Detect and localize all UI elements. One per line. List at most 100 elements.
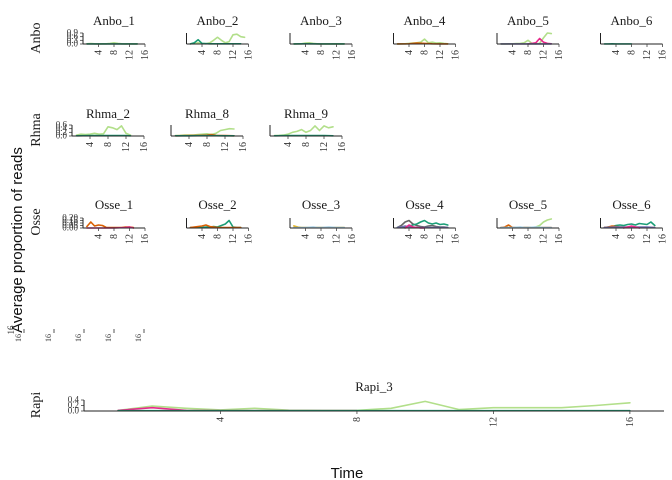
x-tick-label: 8 bbox=[109, 234, 120, 239]
x-tick-label: 12 bbox=[319, 142, 330, 152]
panel-title: Anbo_5 bbox=[507, 13, 549, 28]
x-axis-title: Time bbox=[331, 465, 364, 480]
x-tick-label: 12 bbox=[435, 50, 446, 60]
x-tick-label: 8 bbox=[627, 50, 638, 55]
panel-osse-4: Osse_4 4 8 12 16 bbox=[393, 197, 462, 244]
series-line bbox=[622, 225, 641, 229]
x-tick-label: 4 bbox=[184, 142, 195, 147]
y-axis-title: Average proportion of reads bbox=[9, 147, 26, 333]
panel-title: Osse_4 bbox=[405, 197, 444, 212]
series-line bbox=[293, 226, 346, 229]
x-tick-label: 16 bbox=[554, 234, 565, 244]
x-tick-label: 8 bbox=[213, 50, 224, 55]
series-line bbox=[273, 125, 334, 137]
x-tick-label: 12 bbox=[488, 417, 499, 427]
x-tick-label: 8 bbox=[627, 234, 638, 239]
x-tick-label: 16 bbox=[554, 50, 565, 60]
y-tick-label: 0.15 bbox=[62, 215, 78, 225]
x-tick-label: 16 bbox=[658, 50, 669, 60]
x-tick-label: 8 bbox=[213, 234, 224, 239]
x-tick-label: 4 bbox=[85, 142, 96, 147]
row-strip-label: Anbo bbox=[29, 22, 44, 53]
x-tick-label: 4 bbox=[611, 50, 622, 55]
panel-title: Anbo_3 bbox=[300, 13, 342, 28]
x-tick-label: 12 bbox=[220, 142, 231, 152]
x-tick-label: 16 bbox=[140, 234, 151, 244]
y-tick-label: 0.9 bbox=[67, 28, 79, 38]
x-tick-label: 4 bbox=[197, 50, 208, 55]
y-tick-label: 0.0 bbox=[67, 39, 79, 49]
x-tick-label: 12 bbox=[228, 50, 239, 60]
y-tick-label: 0.00 bbox=[62, 223, 78, 233]
panel-title: Osse_2 bbox=[198, 197, 236, 212]
x-tick-label: 16 bbox=[238, 142, 249, 152]
stub-tick-label: 16 bbox=[104, 334, 113, 342]
x-tick-label: 8 bbox=[109, 50, 120, 55]
x-tick-label: 4 bbox=[197, 234, 208, 239]
panel-title: Anbo_6 bbox=[611, 13, 653, 28]
x-tick-label: 8 bbox=[316, 50, 327, 55]
x-tick-label: 8 bbox=[301, 142, 312, 147]
x-tick-label: 16 bbox=[244, 50, 255, 60]
panel-anbo-1: Anbo_1 0.00.30.60.9 4 8 12 16 bbox=[67, 13, 151, 60]
y-tick-label: 0.0 bbox=[68, 406, 80, 416]
x-tick-label: 12 bbox=[125, 50, 136, 60]
panel-title: Rhma_8 bbox=[185, 106, 229, 121]
x-tick-label: 8 bbox=[103, 142, 114, 147]
panel-title: Anbo_2 bbox=[197, 13, 239, 28]
y-tick-label: 0.2 bbox=[56, 127, 67, 137]
x-tick-label: 16 bbox=[451, 234, 462, 244]
panel-anbo-3: Anbo_3 4 8 12 16 bbox=[289, 13, 358, 60]
x-tick-label: 12 bbox=[539, 50, 550, 60]
series-line bbox=[603, 226, 656, 229]
panel-anbo-2: Anbo_2 4 8 12 16 bbox=[186, 13, 255, 60]
panel-anbo-4: Anbo_4 4 8 12 16 bbox=[393, 13, 462, 60]
series-line bbox=[117, 400, 631, 412]
x-tick-label: 8 bbox=[202, 142, 213, 147]
panel-anbo-5: Anbo_5 4 8 12 16 bbox=[496, 13, 565, 60]
y-tick-label: 0.2 bbox=[68, 400, 79, 410]
x-tick-label: 16 bbox=[139, 142, 150, 152]
y-tick-label: 0.6 bbox=[67, 31, 79, 41]
x-tick-label: 12 bbox=[539, 234, 550, 244]
x-tick-label: 12 bbox=[332, 234, 343, 244]
panel-anbo-6: Anbo_6 4 8 12 16 bbox=[600, 13, 669, 60]
x-tick-label: 8 bbox=[352, 417, 363, 422]
stub-y-tick-label: 16 bbox=[6, 325, 16, 335]
panel-title: Anbo_4 bbox=[404, 13, 446, 28]
y-tick-label: 0.6 bbox=[56, 120, 68, 130]
x-tick-label: 16 bbox=[140, 50, 151, 60]
series-line bbox=[189, 33, 246, 45]
x-tick-label: 4 bbox=[94, 234, 105, 239]
panel-title: Osse_3 bbox=[302, 197, 340, 212]
panel-osse-3: Osse_3 4 8 12 16 bbox=[289, 197, 358, 244]
series-line bbox=[500, 226, 553, 229]
panel-title: Osse_5 bbox=[509, 197, 547, 212]
x-tick-label: 16 bbox=[347, 50, 358, 60]
row-strip-label: Osse bbox=[29, 208, 44, 235]
panel-osse-5: Osse_5 4 8 12 16 bbox=[496, 197, 565, 244]
panel-osse-1: Osse_1 0.000.050.100.150.20 4 8 12 16 bbox=[62, 197, 151, 244]
panel-title: Rapi_3 bbox=[355, 379, 393, 394]
x-tick-label: 16 bbox=[625, 417, 636, 427]
x-tick-label: 12 bbox=[121, 142, 132, 152]
panel-osse-2: Osse_2 4 8 12 16 bbox=[186, 197, 255, 244]
stub-tick-label: 16 bbox=[134, 334, 143, 342]
facet-row-rhma: Rhma Rhma_2 0.00.20.40.6 4 8 12 16 Rhma_8 4 8 12 16… bbox=[29, 106, 348, 152]
x-tick-label: 4 bbox=[611, 234, 622, 239]
x-tick-label: 8 bbox=[523, 234, 534, 239]
y-tick-label: 0.20 bbox=[62, 213, 78, 223]
x-tick-label: 12 bbox=[125, 234, 136, 244]
x-tick-label: 12 bbox=[642, 50, 653, 60]
x-tick-label: 16 bbox=[451, 50, 462, 60]
stub-tick-label: 16 bbox=[74, 334, 83, 342]
y-tick-label: 0.0 bbox=[56, 131, 68, 141]
panel-rapi-3: Rapi_3 0.00.20.4 4 8 12 16 bbox=[68, 379, 664, 427]
y-tick-label: 0.3 bbox=[67, 35, 79, 45]
row-strip-label: Rapi bbox=[29, 392, 44, 419]
series-line bbox=[75, 125, 132, 136]
x-tick-label: 8 bbox=[316, 234, 327, 239]
